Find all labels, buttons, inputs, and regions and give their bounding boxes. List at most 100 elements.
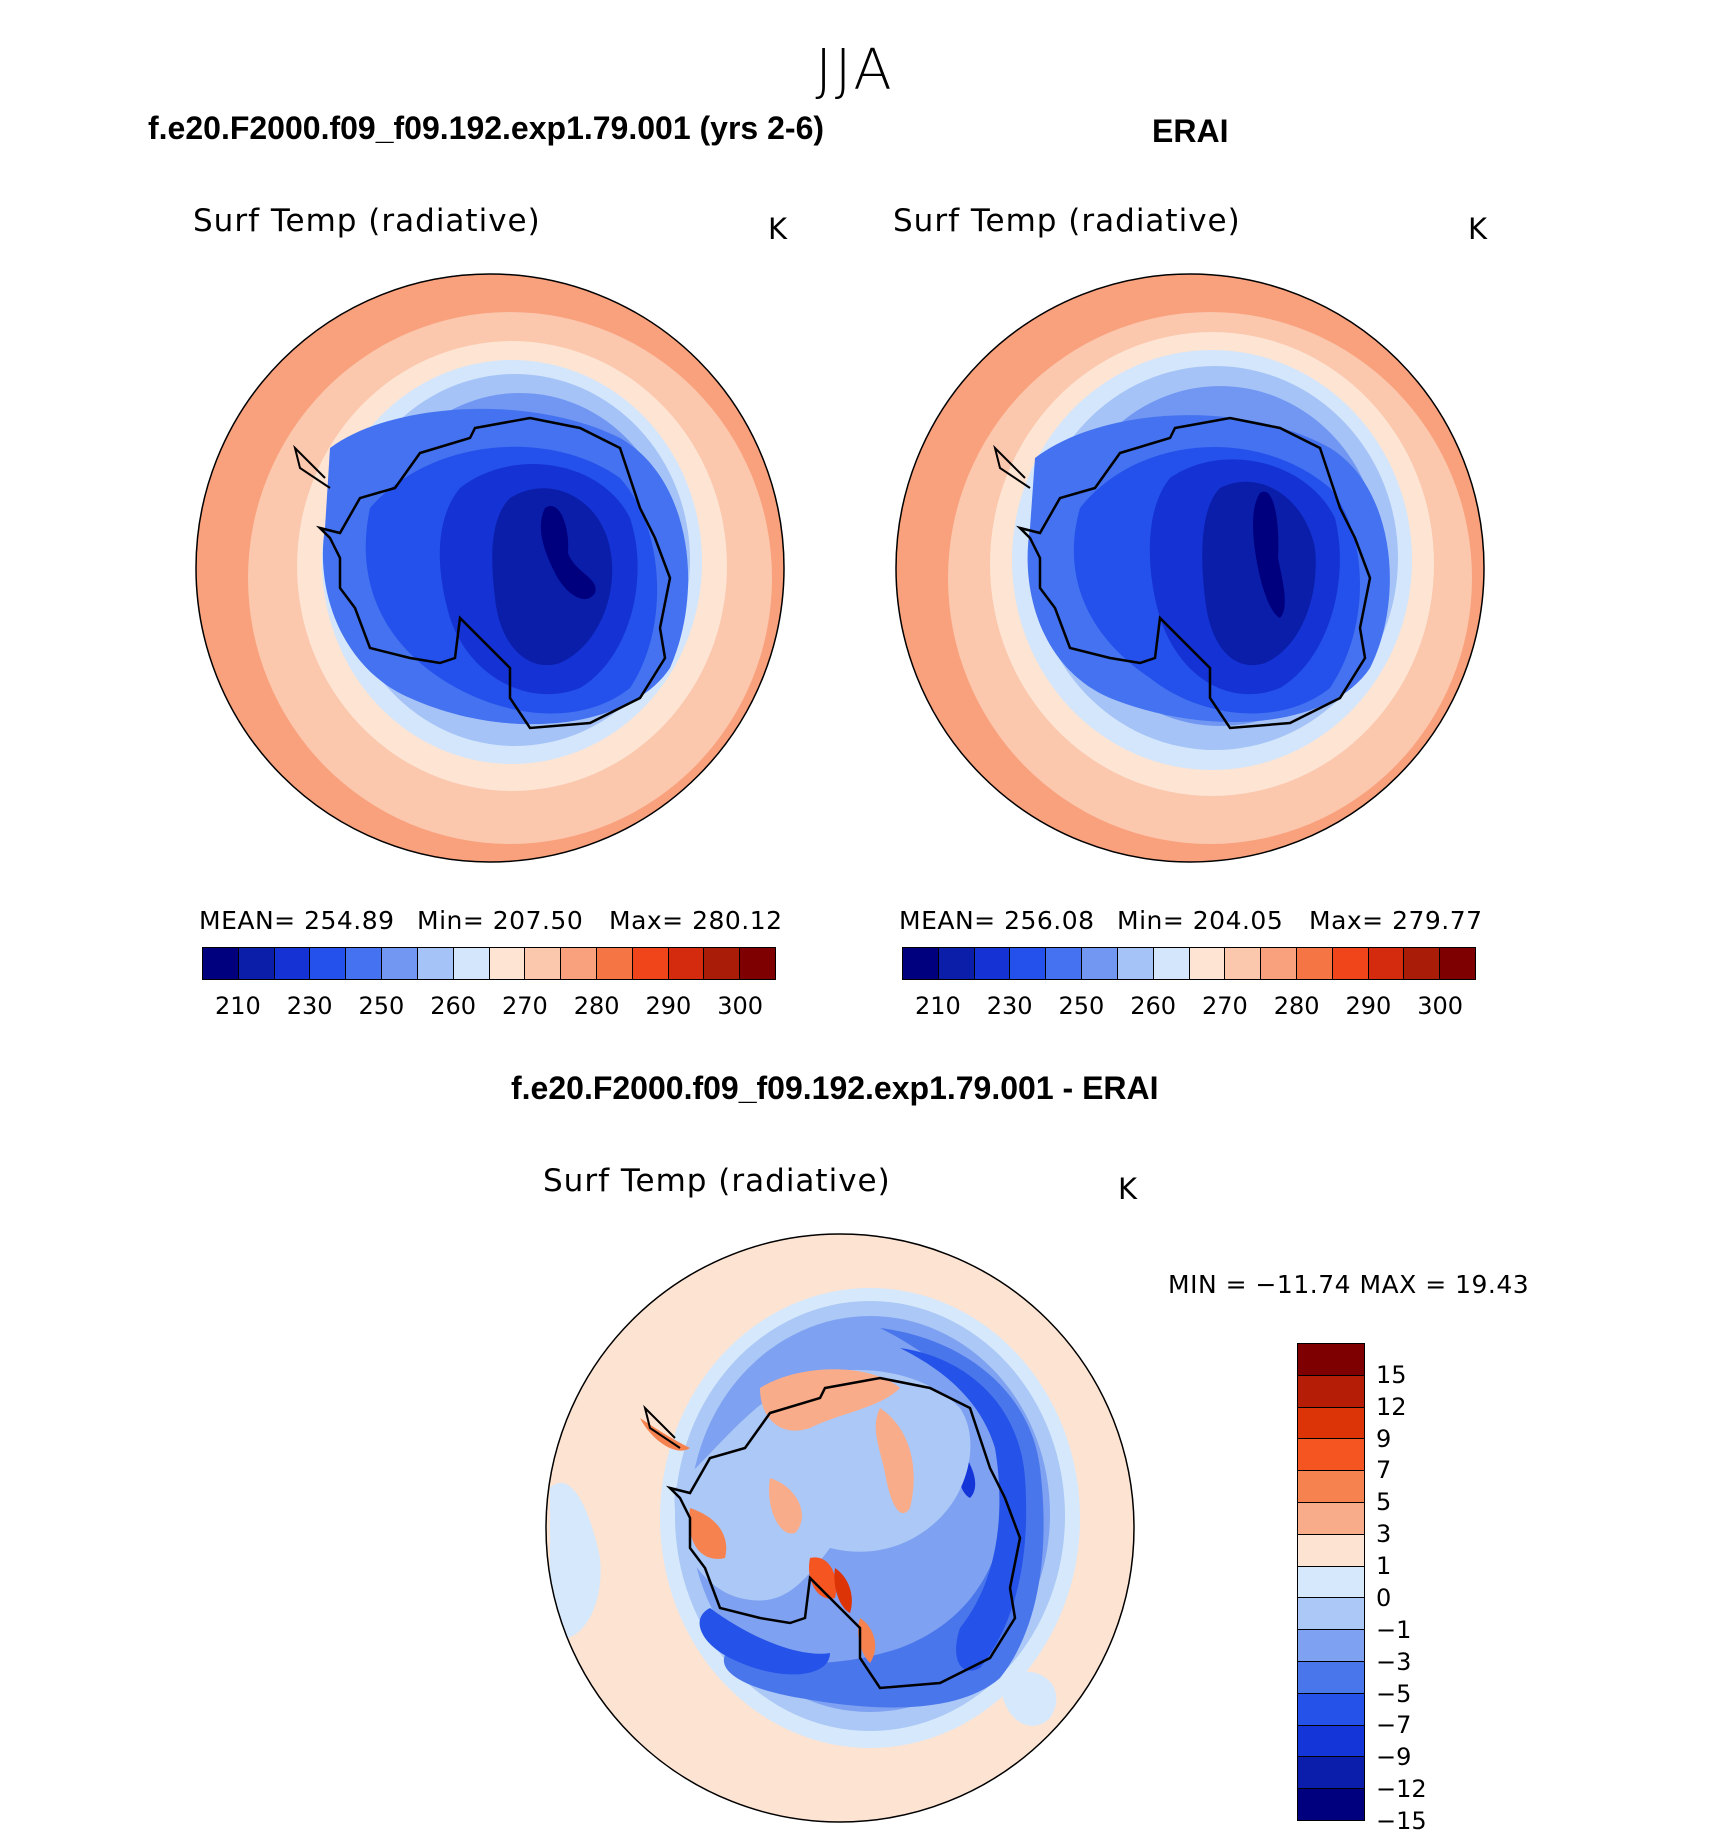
colorbar-swatch bbox=[1298, 1407, 1364, 1440]
colorbar-swatch bbox=[668, 948, 705, 979]
colorbar-tick-label: −7 bbox=[1376, 1711, 1412, 1740]
colorbar-swatch bbox=[1298, 1693, 1364, 1726]
diff-polar-map bbox=[545, 1233, 1135, 1823]
colorbar-tick-label: 15 bbox=[1376, 1360, 1407, 1389]
colorbar-tick-label: 250 bbox=[358, 992, 405, 1020]
model-variable-label: Surf Temp (radiative) bbox=[193, 203, 541, 239]
colorbar-swatch bbox=[382, 948, 418, 979]
colorbar-swatch bbox=[1298, 1789, 1364, 1820]
colorbar-tick-label: 300 bbox=[1417, 992, 1464, 1020]
diff-minmax-label: MIN = −11.74 MAX = 19.43 bbox=[1168, 1270, 1530, 1299]
model-map-border bbox=[195, 273, 785, 863]
colorbar-swatch bbox=[346, 948, 383, 979]
colorbar-swatch bbox=[1298, 1661, 1364, 1694]
obs-coastline bbox=[1015, 416, 1372, 730]
colorbar-tick-label: 210 bbox=[214, 992, 261, 1020]
colorbar-tick-label: 7 bbox=[1376, 1456, 1392, 1485]
colorbar-swatch bbox=[1117, 948, 1154, 979]
colorbar-swatch bbox=[740, 948, 775, 979]
colorbar-tick-label: −9 bbox=[1376, 1743, 1412, 1772]
colorbar-tick-label: 1 bbox=[1376, 1552, 1392, 1581]
colorbar-tick-label: 260 bbox=[430, 992, 477, 1020]
diff-case-title: f.e20.F2000.f09_f09.192.exp1.79.001 - ER… bbox=[511, 1070, 1159, 1106]
colorbar-swatch bbox=[704, 948, 741, 979]
colorbar-swatch bbox=[1010, 948, 1047, 979]
colorbar-swatch bbox=[417, 948, 454, 979]
model-min-stat: Min= 207.50 bbox=[417, 906, 584, 935]
model-max-stat: Max= 280.12 bbox=[609, 906, 783, 935]
colorbar-tick-label: 9 bbox=[1376, 1424, 1392, 1453]
colorbar-swatch bbox=[238, 948, 275, 979]
colorbar-swatch bbox=[561, 948, 597, 979]
colorbar-tick-label: 3 bbox=[1376, 1520, 1392, 1549]
colorbar-swatch bbox=[1298, 1534, 1364, 1567]
model-case-title: f.e20.F2000.f09_f09.192.exp1.79.001 (yrs… bbox=[148, 110, 825, 146]
colorbar-swatch bbox=[903, 948, 939, 979]
colorbar-swatch bbox=[1332, 948, 1369, 979]
colorbar-swatch bbox=[525, 948, 562, 979]
model-mean-stat: MEAN= 254.89 bbox=[199, 906, 395, 935]
diff-map-border bbox=[545, 1233, 1135, 1823]
colorbar-tick-label: 12 bbox=[1376, 1392, 1407, 1421]
colorbar-swatch bbox=[1189, 948, 1226, 979]
obs-map-border bbox=[895, 273, 1485, 863]
colorbar-swatch bbox=[1046, 948, 1083, 979]
colorbar-swatch bbox=[1298, 1725, 1364, 1758]
colorbar-swatch bbox=[1082, 948, 1118, 979]
obs-case-title: ERAI bbox=[1152, 113, 1229, 149]
colorbar-tick-label: −5 bbox=[1376, 1679, 1412, 1708]
colorbar-swatch bbox=[1298, 1598, 1364, 1631]
colorbar-swatch bbox=[310, 948, 347, 979]
obs-mean-stat: MEAN= 256.08 bbox=[899, 906, 1095, 935]
colorbar-tick-label: 280 bbox=[1273, 992, 1320, 1020]
colorbar-swatch bbox=[1261, 948, 1297, 979]
colorbar-swatch bbox=[596, 948, 633, 979]
colorbar-swatch bbox=[1298, 1566, 1364, 1599]
colorbar-swatch bbox=[1298, 1344, 1364, 1376]
diff-coastline bbox=[665, 1376, 1022, 1690]
colorbar-tick-label: 230 bbox=[286, 992, 333, 1020]
obs-units-label: K bbox=[1468, 212, 1488, 246]
obs-field bbox=[896, 274, 1484, 862]
colorbar-swatch bbox=[1296, 948, 1333, 979]
colorbar-tick-label: 300 bbox=[717, 992, 764, 1020]
obs-polar-map bbox=[895, 273, 1485, 863]
colorbar-tick-label: 5 bbox=[1376, 1488, 1392, 1517]
colorbar-tick-label: 290 bbox=[1345, 992, 1392, 1020]
colorbar-swatch bbox=[1225, 948, 1262, 979]
colorbar-swatch bbox=[938, 948, 975, 979]
colorbar-swatch bbox=[489, 948, 526, 979]
colorbar-swatch bbox=[274, 948, 311, 979]
diff-variable-label: Surf Temp (radiative) bbox=[543, 1163, 891, 1199]
colorbar-tick-label: 270 bbox=[1201, 992, 1248, 1020]
colorbar-tick-label: 250 bbox=[1058, 992, 1105, 1020]
colorbar-swatch bbox=[1298, 1630, 1364, 1662]
model-colorbar bbox=[202, 947, 776, 980]
colorbar-tick-label: 260 bbox=[1130, 992, 1177, 1020]
colorbar-tick-label: −15 bbox=[1376, 1807, 1427, 1835]
colorbar-tick-label: −12 bbox=[1376, 1775, 1427, 1804]
model-units-label: K bbox=[768, 212, 788, 246]
colorbar-tick-label: 270 bbox=[501, 992, 548, 1020]
colorbar-swatch bbox=[1298, 1439, 1364, 1472]
obs-variable-label: Surf Temp (radiative) bbox=[893, 203, 1241, 239]
obs-max-stat: Max= 279.77 bbox=[1309, 906, 1483, 935]
diff-field bbox=[546, 1234, 1134, 1822]
diff-colorbar bbox=[1297, 1343, 1365, 1821]
colorbar-swatch bbox=[1298, 1502, 1364, 1535]
model-field bbox=[196, 274, 784, 862]
obs-colorbar bbox=[902, 947, 1476, 980]
colorbar-swatch bbox=[1404, 948, 1441, 979]
colorbar-tick-label: 290 bbox=[645, 992, 692, 1020]
colorbar-tick-label: −3 bbox=[1376, 1647, 1412, 1676]
model-coastline bbox=[315, 416, 672, 730]
colorbar-swatch bbox=[1298, 1375, 1364, 1408]
obs-min-stat: Min= 204.05 bbox=[1117, 906, 1284, 935]
colorbar-swatch bbox=[1298, 1471, 1364, 1503]
colorbar-swatch bbox=[1153, 948, 1190, 979]
colorbar-tick-label: 0 bbox=[1376, 1583, 1392, 1612]
season-title: JJA bbox=[815, 38, 895, 103]
colorbar-tick-label: −1 bbox=[1376, 1615, 1412, 1644]
model-polar-map bbox=[195, 273, 785, 863]
diff-units-label: K bbox=[1118, 1172, 1138, 1206]
